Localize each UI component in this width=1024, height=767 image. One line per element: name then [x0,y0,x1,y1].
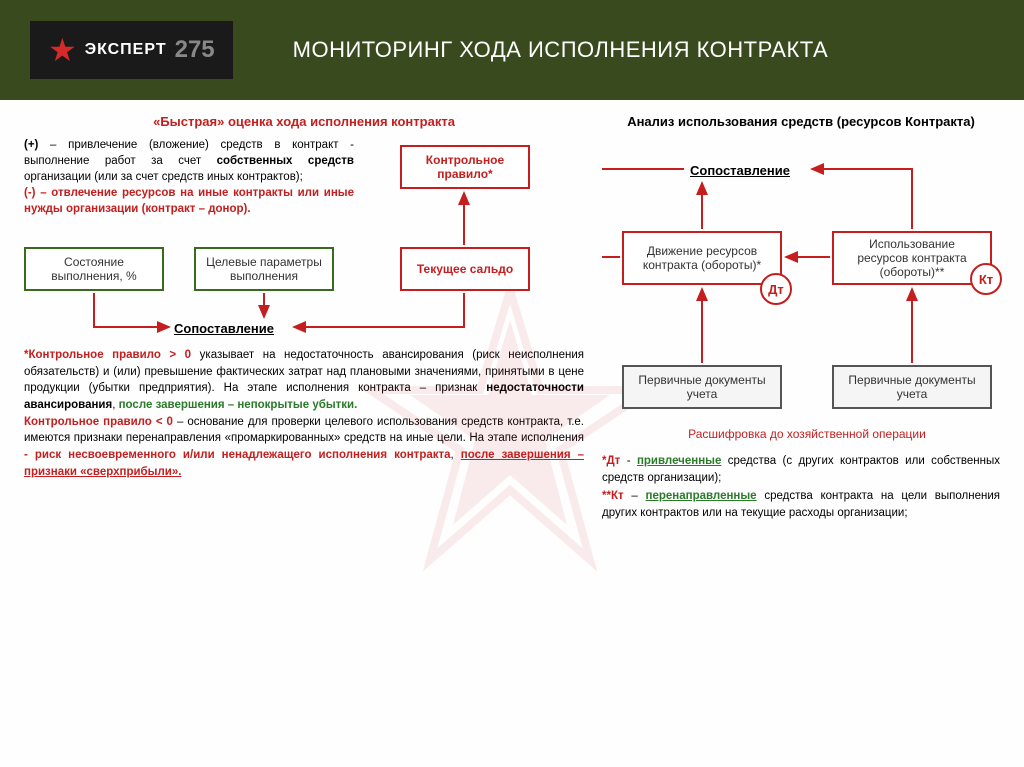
box-state: Состояние выполнения, % [24,247,164,291]
box-usage: Использование ресурсов контракта (оборот… [832,231,992,285]
box-control-rule: Контрольное правило* [400,145,530,189]
box-primary-2: Первичные документы учета [832,365,992,409]
footer-right-text: *Дт - привлеченные средства (с других ко… [602,453,1000,522]
comparison-label-left: Сопоставление [174,321,274,336]
box-saldo: Текущее сальдо [400,247,530,291]
comparison-label-right: Сопоставление [690,163,790,178]
box-primary-1: Первичные документы учета [622,365,782,409]
right-section: Анализ использования средств (ресурсов К… [602,114,1000,522]
left-section: «Быстрая» оценка хода исполнения контрак… [24,114,584,522]
star-icon: ★ [48,31,77,69]
logo-number: 275 [175,36,215,64]
box-movement: Движение ресурсов контракта (обороты)* [622,231,782,285]
box-params: Целевые параметры выполнения [194,247,334,291]
logo: ★ ЭКСПЕРТ 275 [30,21,233,79]
header: ★ ЭКСПЕРТ 275 МОНИТОРИНГ ХОДА ИСПОЛНЕНИЯ… [0,0,1024,100]
footer-left-text: *Контрольное правило > 0 указывает на не… [24,347,584,480]
description-text: (+) – привлечение (вложение) средств в к… [24,137,354,217]
right-section-title: Анализ использования средств (ресурсов К… [602,114,1000,129]
logo-text: ЭКСПЕРТ [85,41,167,59]
left-section-title: «Быстрая» оценка хода исполнения контрак… [24,114,584,129]
decode-text: Расшифровка до хозяйственной операции [642,427,972,441]
badge-kt: Кт [970,263,1002,295]
page-title: МОНИТОРИНГ ХОДА ИСПОЛНЕНИЯ КОНТРАКТА [293,37,829,63]
badge-dt: Дт [760,273,792,305]
